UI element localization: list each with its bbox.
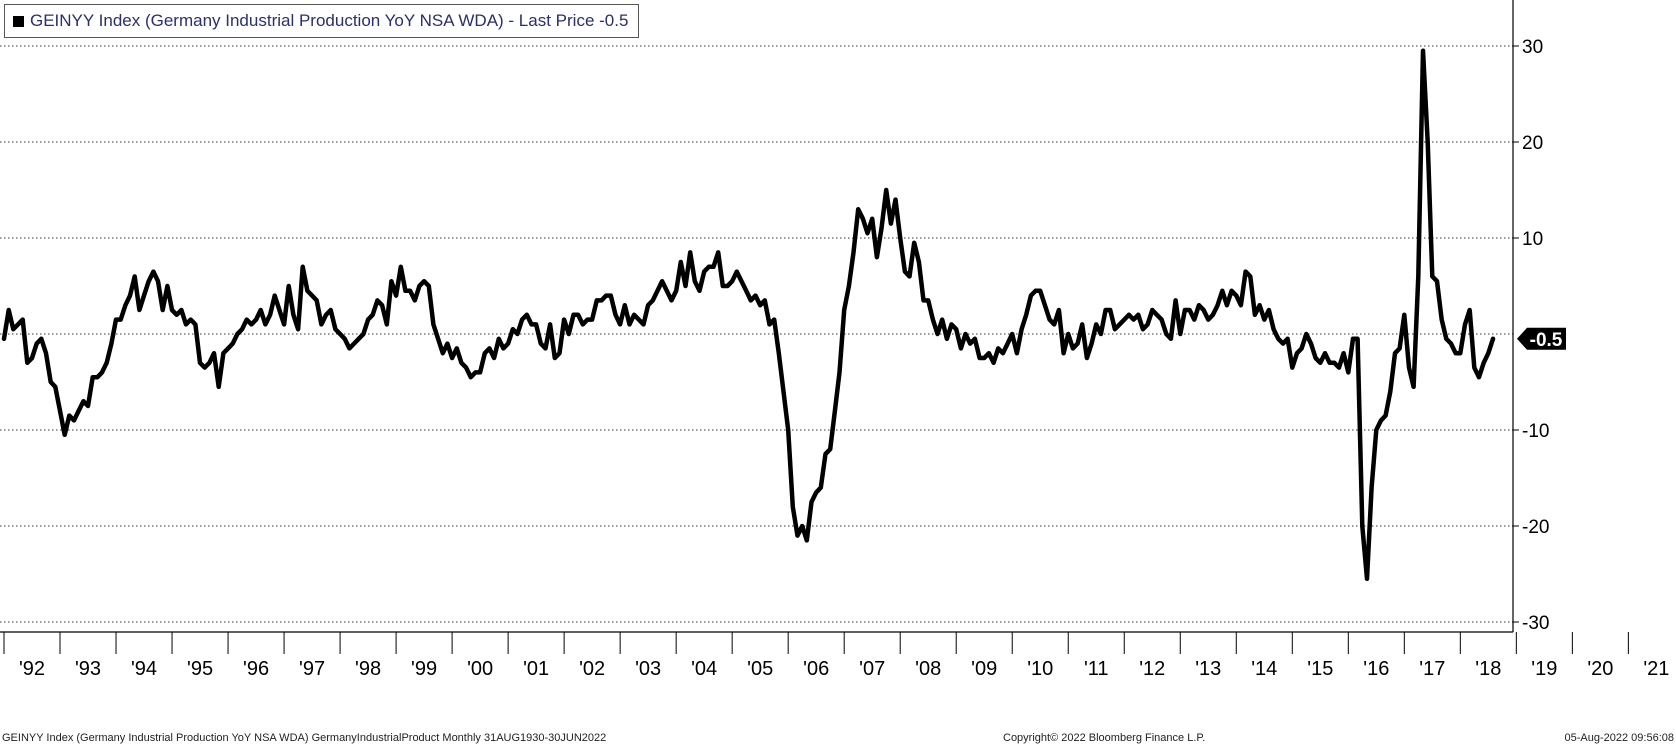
x-tick-label: '08 [915, 658, 941, 680]
y-tick-label: 20 [1522, 133, 1543, 154]
x-tick-labels: '92 '93 '94 '95 '96 '97 '98 '99 '00 '01 '02 '03 '04 '… [3, 632, 1669, 680]
x-tick-label: '13 [1195, 658, 1221, 680]
x-tick-label: '12 [1139, 658, 1165, 680]
x-tick-label: '98 [355, 658, 381, 680]
x-tick-label: '14 [1251, 658, 1277, 680]
x-tick-label: '93 [75, 658, 101, 680]
x-tick-label: '03 [635, 658, 661, 680]
x-tick-label: '16 [1363, 658, 1389, 680]
series-group [1, 48, 1496, 582]
x-tick-label: '17 [1419, 658, 1445, 680]
x-tick-label: '09 [971, 658, 997, 680]
x-tick-label: '21 [1643, 658, 1669, 680]
axes [0, 0, 1514, 633]
x-tick-label: '00 [467, 658, 493, 680]
y-tick-label: -30 [1522, 613, 1549, 634]
x-tick-label: '96 [243, 658, 269, 680]
last-price-tag: -0.5 [1517, 327, 1566, 351]
x-tick-label: '07 [859, 658, 885, 680]
footer-copyright: Copyright© 2022 Bloomberg Finance L.P. [1003, 732, 1206, 744]
last-price-marker [1517, 327, 1566, 350]
y-tick-label: 30 [1522, 37, 1543, 58]
x-tick-label: '05 [747, 658, 773, 680]
x-tick-label: '95 [187, 658, 213, 680]
footer-description: GEINYY Index (Germany Industrial Product… [2, 732, 607, 744]
x-tick-label: '01 [523, 658, 549, 680]
legend-swatch-icon [13, 15, 24, 27]
x-tick-label: '92 [19, 658, 45, 680]
x-tick-label: '04 [691, 658, 717, 680]
x-tick-label: '99 [411, 658, 437, 680]
y-tick-label: -20 [1522, 517, 1549, 538]
gridlines [0, 45, 1513, 623]
series-line [1, 48, 1496, 582]
legend-label: GEINYY Index (Germany Industrial Product… [30, 11, 629, 30]
x-tick-label: '94 [131, 658, 157, 680]
x-tick-label: '02 [579, 658, 605, 680]
legend: GEINYY Index (Germany Industrial Product… [4, 4, 640, 38]
y-tick-label: -10 [1522, 421, 1549, 442]
footer-timestamp: 05-Aug-2022 09:56:08 [1564, 732, 1674, 744]
x-tick-label: '10 [1027, 658, 1053, 680]
x-tick-label: '18 [1475, 658, 1501, 680]
y-tick-label: 10 [1522, 229, 1543, 250]
x-tick-label: '15 [1307, 658, 1333, 680]
x-tick-label: '06 [803, 658, 829, 680]
x-tick-label: '97 [299, 658, 325, 680]
x-tick-label: '11 [1084, 658, 1109, 680]
x-tick-label: '20 [1587, 658, 1613, 680]
last-price-label: -0.5 [1530, 330, 1563, 351]
y-tick-labels: 30 20 10 -10 -20 -30 [1513, 37, 1549, 634]
x-tick-label: '19 [1531, 658, 1557, 680]
